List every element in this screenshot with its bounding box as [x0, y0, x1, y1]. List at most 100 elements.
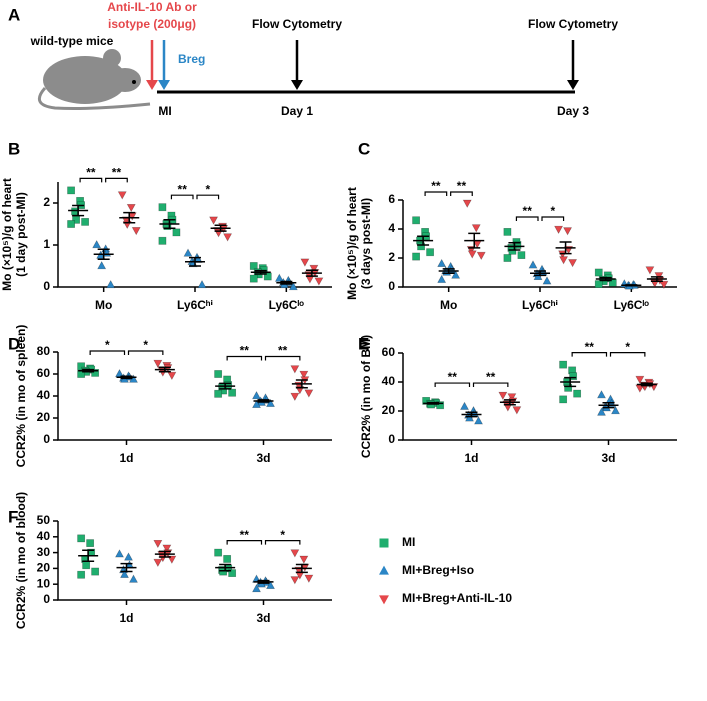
y-axis-label: CCR2% (in mo of spleen): [14, 325, 28, 468]
data-point: [559, 256, 569, 265]
arrows: [146, 40, 579, 90]
data-point: [517, 251, 526, 259]
data-point: [106, 279, 116, 289]
axis-line: [57, 182, 332, 288]
significance-bracket: [472, 382, 509, 388]
error-bar: [427, 401, 440, 405]
y-tick-label: 10: [37, 576, 51, 590]
significance-label: **: [585, 340, 595, 354]
y-axis-label: CCR2% (in mo of BM): [359, 335, 373, 458]
significance-bracket: [609, 352, 646, 357]
error-bar: [123, 211, 136, 224]
error-bar: [120, 375, 133, 380]
significance-label: *: [625, 340, 630, 354]
x-tick-label: Ly6Cˡᵒ: [614, 298, 650, 312]
error-bar: [625, 284, 638, 287]
data-point: [314, 277, 324, 286]
error-bar: [158, 550, 171, 558]
error-bar: [559, 241, 572, 255]
error-bar: [254, 269, 267, 275]
y-tick-label: 1: [43, 237, 50, 251]
error-bar: [163, 219, 176, 229]
data-point: [167, 555, 177, 564]
error-bar: [305, 269, 318, 277]
data-point: [476, 251, 486, 261]
significance-label: **: [278, 344, 288, 358]
data-point: [437, 258, 447, 267]
data-point: [451, 270, 461, 279]
data-point: [503, 254, 512, 262]
data-point: [290, 392, 300, 401]
data-point: [568, 259, 578, 268]
data-point: [290, 576, 300, 585]
y-tick-label: 0: [43, 279, 50, 293]
data-point: [153, 359, 163, 368]
data-point: [542, 276, 552, 285]
data-point: [635, 375, 645, 385]
data-point: [659, 280, 669, 290]
data-point: [214, 548, 223, 557]
y-tick-label: 0: [43, 432, 50, 446]
x-tick-label: 3d: [256, 611, 270, 625]
significance-bracket: [170, 194, 194, 200]
significance-bracket: [424, 191, 448, 196]
data-point: [162, 544, 172, 553]
data-point: [304, 389, 314, 398]
data-point: [67, 186, 75, 195]
significance-label: *: [550, 204, 555, 218]
data-point: [528, 260, 538, 269]
data-point: [597, 407, 606, 416]
x-tick-label: Ly6Cʰⁱ: [522, 298, 558, 312]
data-point: [223, 233, 233, 242]
significance-label: **: [112, 166, 122, 180]
error-bar: [72, 204, 85, 217]
x-tick-label: Ly6Cˡᵒ: [269, 298, 305, 312]
data-point: [309, 264, 319, 274]
data-point: [131, 227, 141, 236]
data-point: [300, 258, 310, 267]
significance-bracket: [450, 191, 473, 196]
y-axis-label: Mo (×10⁵)/g of heart: [345, 187, 359, 300]
y-tick-label: 2: [43, 195, 50, 209]
data-point: [97, 261, 107, 270]
data-point: [249, 274, 258, 283]
significance-label: **: [240, 528, 250, 542]
data-point: [158, 236, 167, 245]
y-tick-label: 20: [382, 403, 396, 417]
y-tick-label: 30: [37, 545, 51, 559]
error-bar: [295, 379, 308, 389]
y-tick-label: 6: [388, 192, 395, 206]
data-point: [82, 561, 91, 570]
y-tick-label: 20: [37, 410, 51, 424]
x-tick-label: 1d: [119, 611, 133, 625]
x-tick-label: Mo: [440, 298, 457, 312]
treatment-label: Anti-IL-10 Ab or: [107, 0, 197, 14]
significance-bracket: [571, 352, 608, 357]
x-tick-label: Ly6Cʰⁱ: [177, 298, 213, 312]
data-point: [172, 228, 181, 237]
treatment-label: isotype (200μg): [108, 17, 196, 31]
legend-label: MI+Breg+Iso: [402, 563, 474, 577]
error-bar: [257, 399, 270, 403]
axis-line: [57, 352, 332, 441]
data-point: [167, 371, 177, 381]
data-point: [563, 227, 573, 236]
error-bar: [465, 411, 478, 418]
significance-label: *: [280, 528, 285, 542]
data-point: [471, 224, 481, 233]
error-bar: [120, 562, 133, 573]
axis-line: [402, 353, 677, 441]
timepoint-label: Day 1: [281, 104, 313, 118]
data-point: [121, 216, 131, 225]
data-point: [474, 416, 483, 425]
data-point: [266, 398, 275, 407]
error-bar: [468, 232, 481, 249]
panel-label: D: [8, 334, 20, 353]
data-point: [86, 539, 95, 548]
significance-bracket: [541, 216, 565, 221]
error-bar: [534, 270, 546, 277]
significance-bracket: [515, 216, 539, 221]
data-point: [288, 282, 298, 291]
data-point: [503, 403, 513, 412]
error-bar: [257, 579, 270, 584]
